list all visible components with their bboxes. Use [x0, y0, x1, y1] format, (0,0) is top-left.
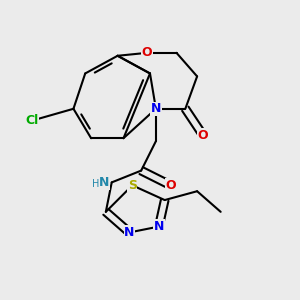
Text: O: O	[165, 179, 176, 192]
Text: N: N	[154, 220, 164, 233]
Text: N: N	[124, 226, 135, 239]
Text: H: H	[92, 179, 99, 189]
Text: N: N	[151, 102, 161, 115]
Text: N: N	[99, 176, 110, 189]
Text: S: S	[128, 179, 137, 192]
Text: Cl: Cl	[26, 114, 39, 127]
Text: O: O	[142, 46, 152, 59]
Text: O: O	[198, 129, 208, 142]
